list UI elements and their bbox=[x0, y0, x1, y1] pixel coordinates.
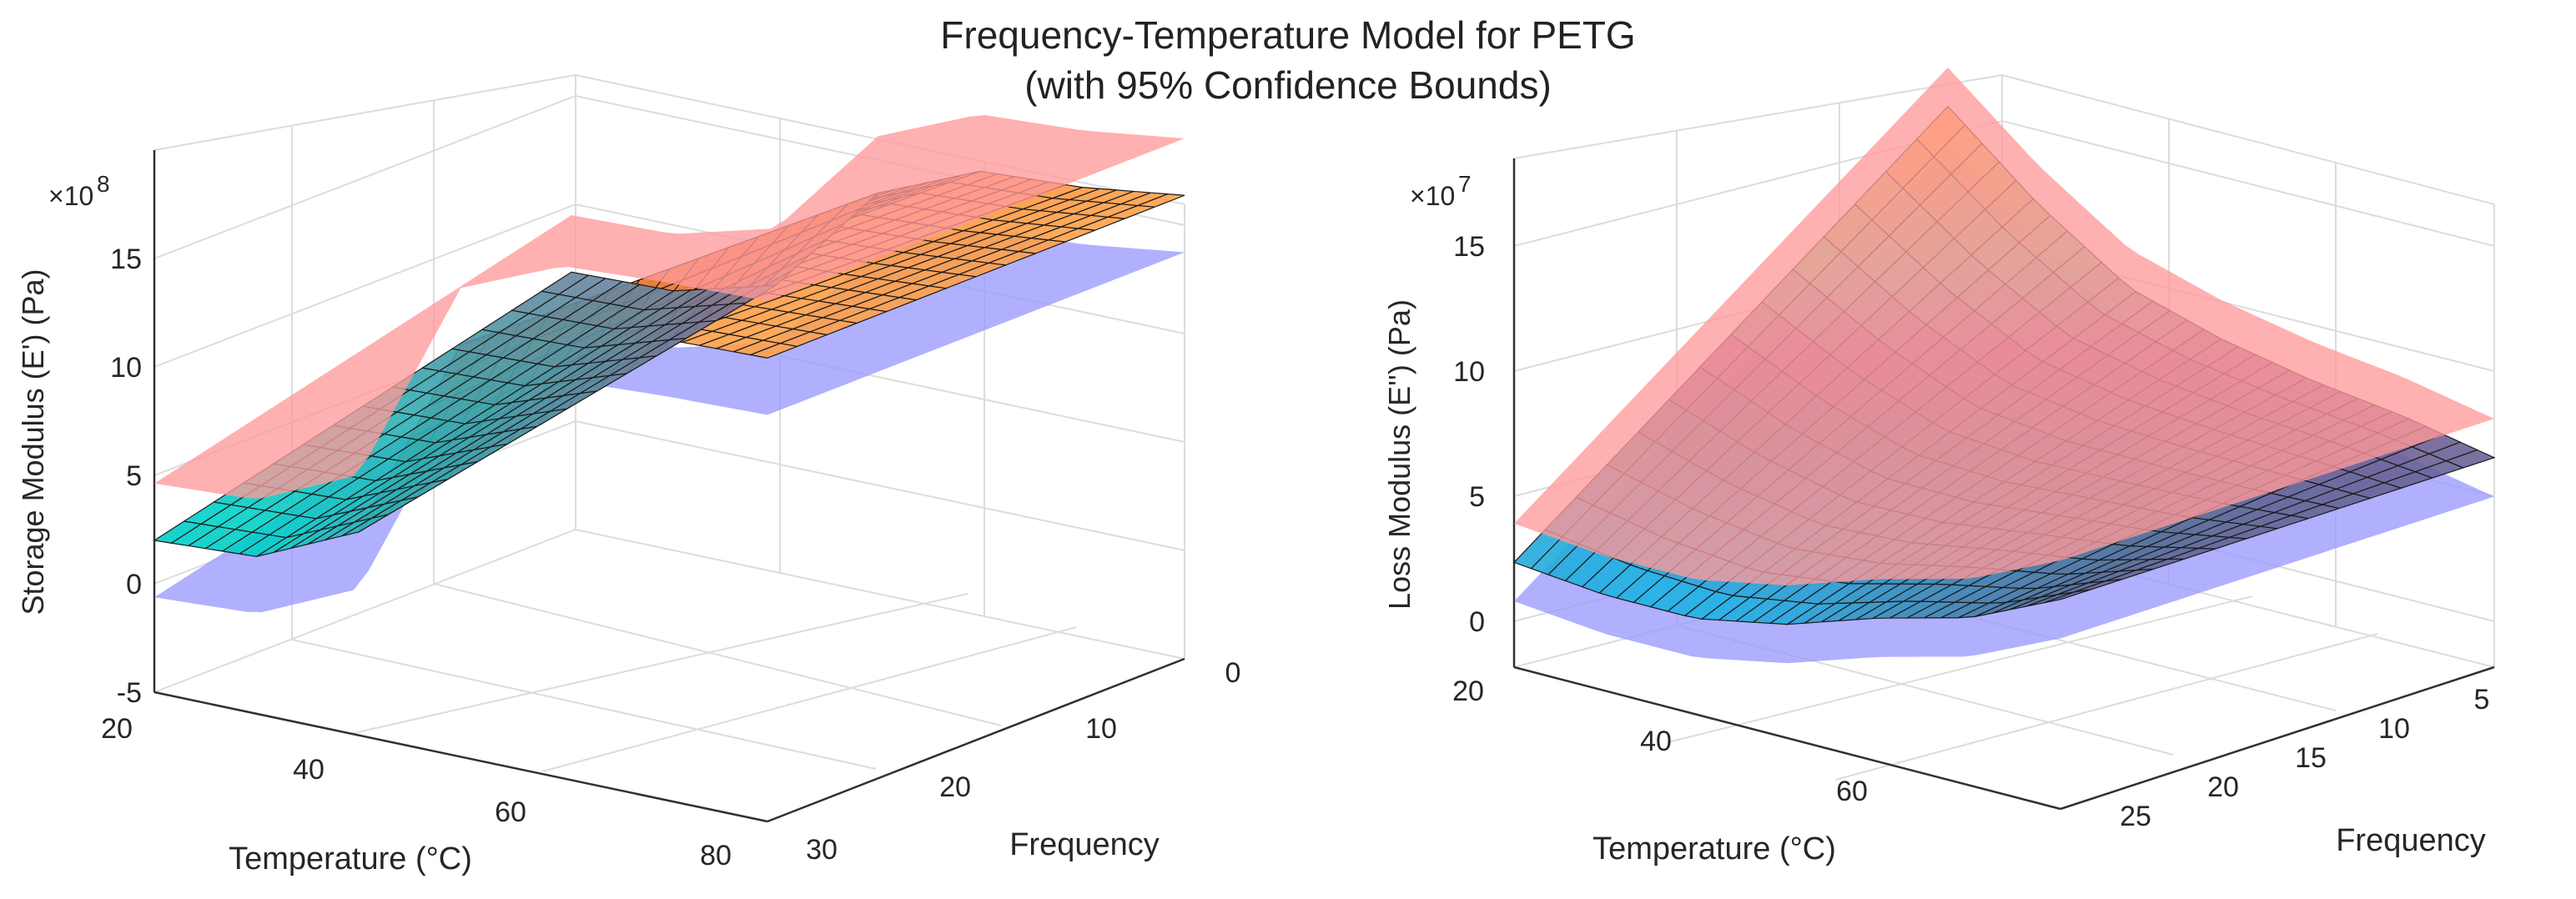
storage-exponent-multiplier: ×10 bbox=[48, 181, 93, 211]
storage-exponent-power: 8 bbox=[97, 171, 110, 197]
storage-floor-grid-3 bbox=[350, 593, 969, 735]
figure-title-line1: Frequency-Temperature Model for PETG bbox=[940, 13, 1635, 57]
loss-y-tick-label: 15 bbox=[2295, 742, 2327, 774]
loss-y-tick-label: 5 bbox=[2474, 684, 2490, 716]
loss-wall-grid-h15 bbox=[1513, 119, 2495, 247]
storage-y-tick-label: 30 bbox=[806, 834, 838, 866]
loss-y-tick-label: 20 bbox=[2207, 771, 2239, 803]
loss-y-tick-label: 25 bbox=[2120, 801, 2151, 832]
storage-x-axis bbox=[153, 691, 768, 823]
loss-y-axis-label: Frequency bbox=[2336, 823, 2486, 858]
loss-z-tick-label: 0 bbox=[1469, 606, 1485, 638]
loss-x-axis bbox=[1513, 665, 2061, 811]
storage-y-axis-label: Frequency bbox=[1009, 827, 1160, 862]
storage-fit-surface-cell bbox=[540, 271, 591, 295]
storage-floor-grid-4 bbox=[541, 626, 1077, 772]
loss-x-tick-label: 60 bbox=[1836, 776, 1868, 807]
loss-floor-grid-4 bbox=[1834, 633, 2378, 781]
loss-z-tick-label: 5 bbox=[1469, 481, 1485, 513]
loss-x-axis-label: Temperature (°C) bbox=[1592, 831, 1836, 866]
storage-floor-grid-1 bbox=[291, 639, 877, 770]
storage-x-tick-label: 40 bbox=[293, 754, 325, 786]
storage-z-ticks: -5 0 5 10 15 bbox=[110, 244, 142, 709]
storage-modulus-plot: -5 0 5 10 15 ×10 8 Storage Modulus (E') … bbox=[16, 74, 1240, 876]
storage-lower-bound-surface bbox=[154, 229, 1185, 613]
storage-z-tick-label: 10 bbox=[110, 352, 142, 384]
storage-z-tick-label: 0 bbox=[126, 569, 142, 600]
storage-x-tick-label: 60 bbox=[495, 796, 526, 828]
figure-title-line2: (with 95% Confidence Bounds) bbox=[1024, 63, 1552, 107]
loss-y-ticks: 25 20 15 10 5 bbox=[2120, 684, 2489, 832]
storage-floor-grid-2 bbox=[433, 583, 1002, 726]
storage-z-tick-label: -5 bbox=[117, 677, 142, 709]
loss-upper-bound-surface bbox=[1514, 68, 2494, 585]
storage-z-axis-label: Storage Modulus (E') (Pa) bbox=[16, 269, 50, 615]
loss-x-tick-label: 20 bbox=[1452, 676, 1484, 707]
loss-exponent-multiplier: ×10 bbox=[1410, 181, 1455, 211]
loss-z-ticks: 0 5 10 15 bbox=[1453, 231, 1485, 638]
storage-z-tick-label: 15 bbox=[110, 244, 142, 275]
loss-surface-group bbox=[1512, 68, 2496, 664]
loss-z-tick-label: 10 bbox=[1453, 356, 1485, 388]
storage-x-axis-label: Temperature (°C) bbox=[229, 841, 472, 876]
storage-y-ticks: 30 20 10 0 bbox=[806, 657, 1240, 866]
loss-back-top-right bbox=[2001, 74, 2495, 205]
storage-surface-group bbox=[153, 115, 1185, 613]
loss-x-tick-label: 40 bbox=[1640, 726, 1672, 757]
loss-z-tick-label: 15 bbox=[1453, 231, 1485, 263]
loss-y-tick-label: 10 bbox=[2378, 713, 2410, 745]
storage-back-top-left bbox=[153, 74, 576, 151]
storage-y-tick-label: 20 bbox=[939, 771, 971, 803]
storage-exponent: ×10 8 bbox=[48, 171, 110, 211]
loss-y-axis bbox=[2060, 665, 2495, 811]
storage-x-ticks: 20 40 60 80 bbox=[101, 713, 732, 871]
storage-y-tick-label: 10 bbox=[1085, 713, 1117, 745]
loss-exponent-power: 7 bbox=[1458, 171, 1472, 197]
loss-z-axis-label: Loss Modulus (E'') (Pa) bbox=[1382, 299, 1416, 610]
loss-floor-grid-3 bbox=[1668, 595, 2253, 743]
storage-x-tick-label: 20 bbox=[101, 713, 133, 745]
loss-exponent: ×10 7 bbox=[1410, 171, 1472, 211]
storage-upper-bound-surface bbox=[154, 115, 1185, 499]
loss-x-ticks: 20 40 60 bbox=[1452, 676, 1868, 807]
storage-z-tick-label: 5 bbox=[126, 460, 142, 492]
loss-modulus-plot: 0 5 10 15 ×10 7 Loss Modulus (E'') (Pa) … bbox=[1382, 68, 2496, 866]
storage-x-tick-label: 80 bbox=[700, 840, 732, 871]
storage-y-axis bbox=[767, 657, 1185, 823]
loss-back-top-left bbox=[1513, 74, 2003, 159]
storage-y-tick-label: 0 bbox=[1225, 657, 1241, 689]
